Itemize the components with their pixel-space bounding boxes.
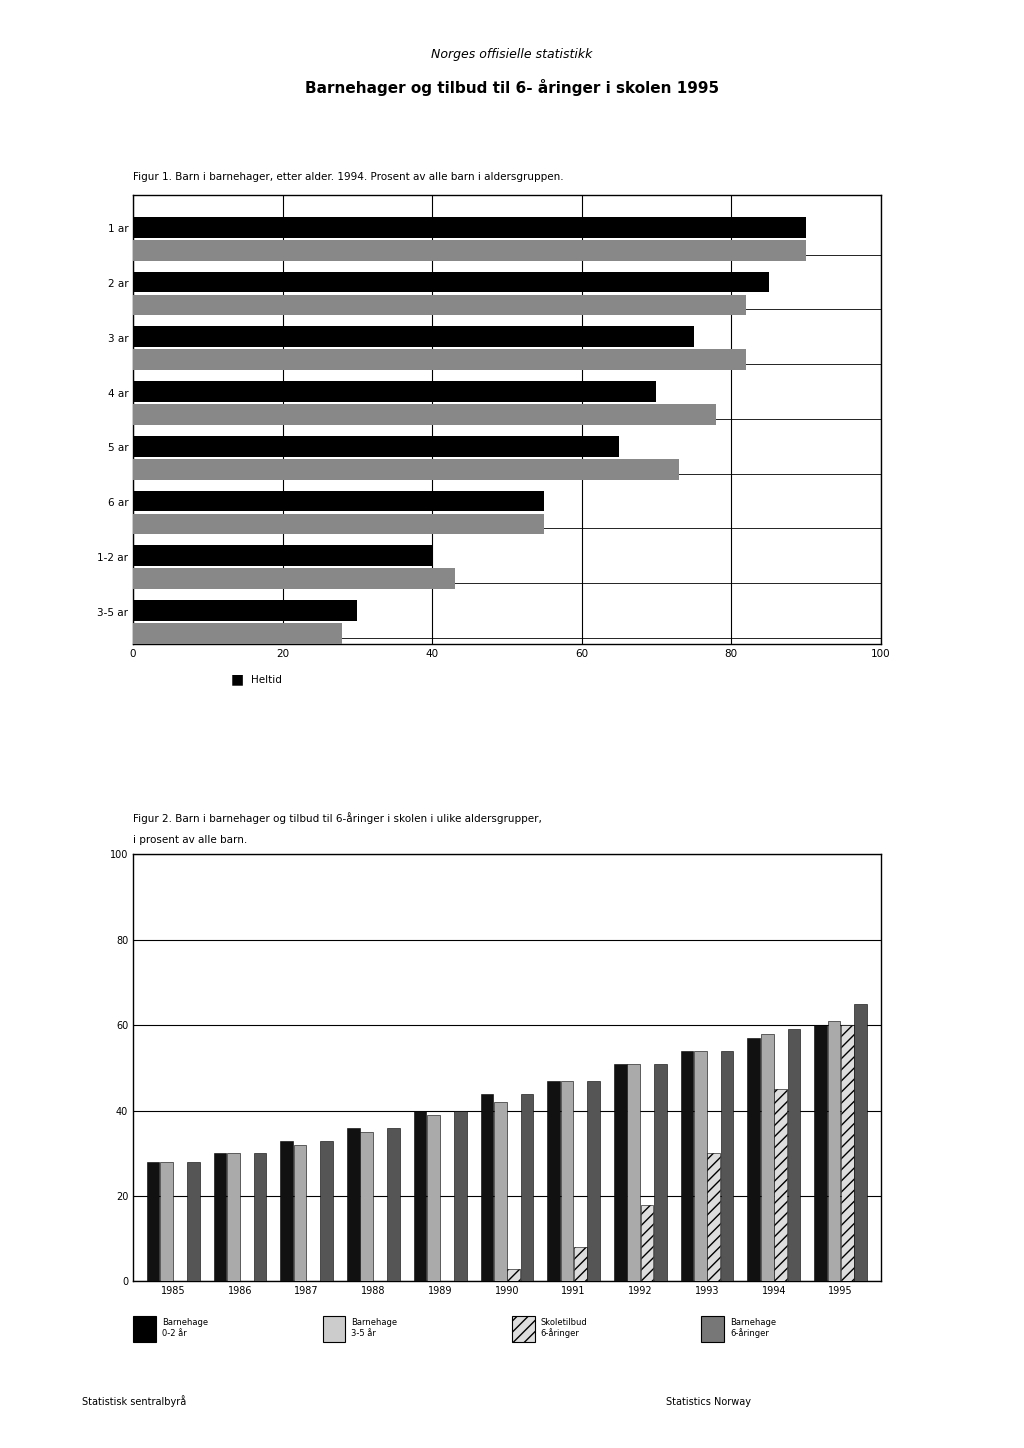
Bar bbox=[427, 1115, 439, 1281]
Text: Norges offisielle statistikk: Norges offisielle statistikk bbox=[431, 48, 593, 61]
Bar bbox=[480, 1093, 494, 1281]
Bar bbox=[146, 1161, 160, 1281]
Text: Barnehager og tilbud til 6- åringer i skolen 1995: Barnehager og tilbud til 6- åringer i sk… bbox=[305, 78, 719, 96]
Bar bbox=[574, 1247, 587, 1281]
Bar bbox=[133, 404, 716, 424]
Bar bbox=[748, 1038, 760, 1281]
Bar bbox=[628, 1064, 640, 1281]
Bar bbox=[133, 546, 432, 566]
Bar bbox=[721, 1051, 733, 1281]
Bar bbox=[254, 1153, 266, 1281]
Text: ■: ■ bbox=[230, 672, 244, 686]
Bar bbox=[520, 1093, 534, 1281]
Bar bbox=[347, 1128, 359, 1281]
Text: Statistisk sentralbyrå: Statistisk sentralbyrå bbox=[82, 1394, 186, 1406]
Bar bbox=[133, 436, 618, 456]
Bar bbox=[214, 1153, 226, 1281]
Bar bbox=[227, 1153, 240, 1281]
Bar bbox=[708, 1153, 720, 1281]
Bar bbox=[414, 1111, 426, 1281]
Bar bbox=[588, 1080, 600, 1281]
Bar bbox=[160, 1161, 173, 1281]
Bar bbox=[133, 240, 806, 261]
Text: Figur 2. Barn i barnehager og tilbud til 6-åringer i skolen i ulike aldersgruppe: Figur 2. Barn i barnehager og tilbud til… bbox=[133, 812, 542, 824]
Bar bbox=[321, 1141, 333, 1281]
Bar bbox=[186, 1161, 200, 1281]
Bar bbox=[133, 491, 545, 511]
Bar bbox=[854, 1003, 867, 1281]
Bar bbox=[133, 381, 656, 403]
Bar bbox=[133, 272, 768, 292]
Bar bbox=[614, 1064, 627, 1281]
Bar bbox=[360, 1132, 373, 1281]
Bar bbox=[547, 1080, 560, 1281]
Bar bbox=[454, 1111, 467, 1281]
Bar bbox=[761, 1034, 773, 1281]
Text: Barnehage
3-5 år: Barnehage 3-5 år bbox=[351, 1318, 397, 1338]
Bar bbox=[133, 568, 455, 589]
Bar bbox=[494, 1102, 507, 1281]
Bar bbox=[387, 1128, 399, 1281]
Bar bbox=[827, 1021, 841, 1281]
Text: Barnehage
6-åringer: Barnehage 6-åringer bbox=[730, 1318, 776, 1338]
Bar bbox=[133, 217, 806, 237]
Bar bbox=[641, 1205, 653, 1281]
Bar bbox=[814, 1025, 827, 1281]
Bar bbox=[133, 326, 694, 348]
Bar bbox=[133, 599, 357, 621]
Bar bbox=[560, 1080, 573, 1281]
Bar bbox=[133, 514, 545, 534]
Bar bbox=[294, 1145, 306, 1281]
Bar bbox=[774, 1089, 786, 1281]
Text: Statistics Norway: Statistics Norway bbox=[666, 1396, 751, 1406]
Text: i prosent av alle barn.: i prosent av alle barn. bbox=[133, 834, 248, 844]
Bar bbox=[133, 459, 679, 479]
Bar bbox=[133, 623, 342, 644]
Bar bbox=[841, 1025, 854, 1281]
Bar bbox=[654, 1064, 667, 1281]
Bar bbox=[133, 294, 746, 316]
Bar bbox=[281, 1141, 293, 1281]
Bar bbox=[787, 1030, 800, 1281]
Bar bbox=[133, 349, 746, 371]
Text: Heltid: Heltid bbox=[251, 675, 282, 685]
Bar bbox=[681, 1051, 693, 1281]
Text: Barnehage
0-2 år: Barnehage 0-2 år bbox=[162, 1318, 208, 1338]
Bar bbox=[694, 1051, 707, 1281]
Text: Skoletilbud
6-åringer: Skoletilbud 6-åringer bbox=[541, 1318, 588, 1338]
Bar bbox=[507, 1268, 520, 1281]
Text: Figur 1. Barn i barnehager, etter alder. 1994. Prosent av alle barn i aldersgrup: Figur 1. Barn i barnehager, etter alder.… bbox=[133, 171, 564, 181]
